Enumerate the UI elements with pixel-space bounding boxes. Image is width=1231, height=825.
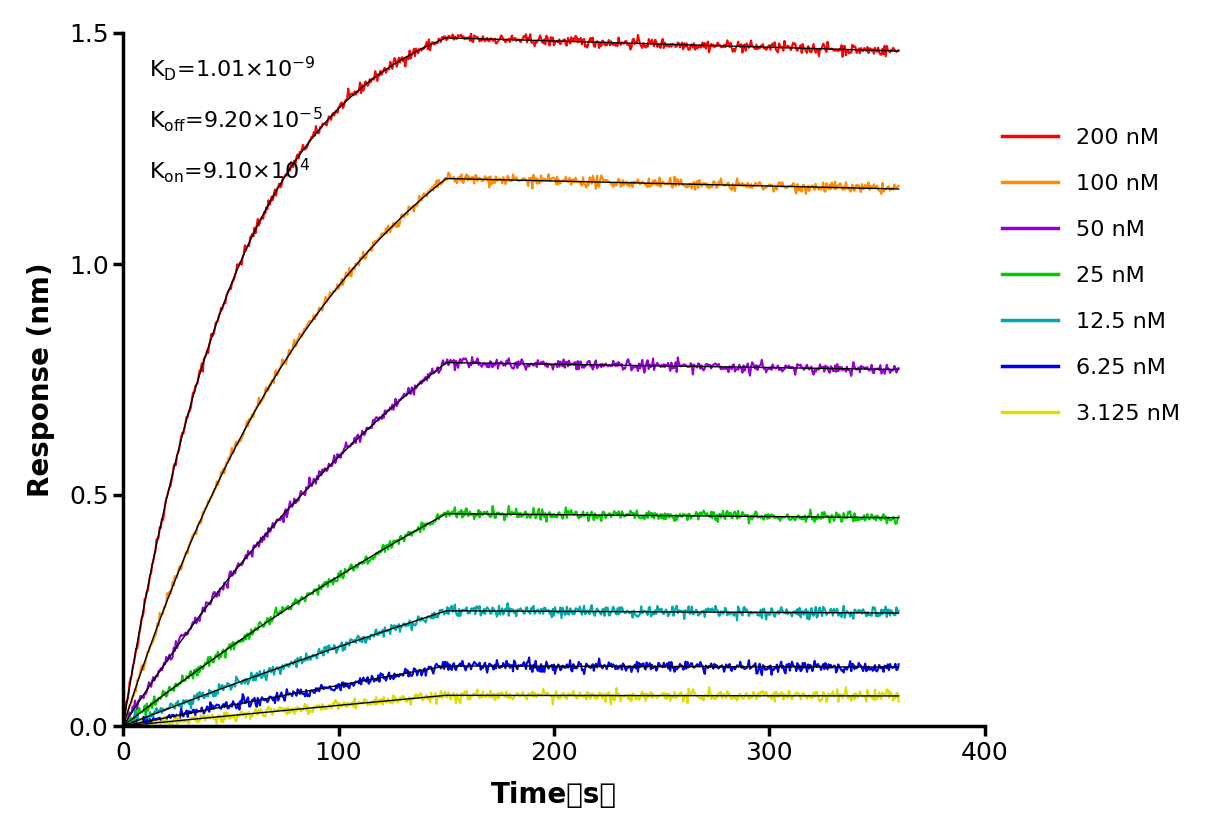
Y-axis label: Response (nm): Response (nm) [27, 262, 55, 497]
Text: K$_\mathregular{D}$=1.01×10$^{-9}$
K$_\mathregular{off}$=9.20×10$^{-5}$
K$_\math: K$_\mathregular{D}$=1.01×10$^{-9}$ K$_\m… [149, 54, 323, 185]
Legend: 200 nM, 100 nM, 50 nM, 25 nM, 12.5 nM, 6.25 nM, 3.125 nM: 200 nM, 100 nM, 50 nM, 25 nM, 12.5 nM, 6… [993, 118, 1188, 433]
X-axis label: Time（s）: Time（s） [491, 781, 617, 809]
